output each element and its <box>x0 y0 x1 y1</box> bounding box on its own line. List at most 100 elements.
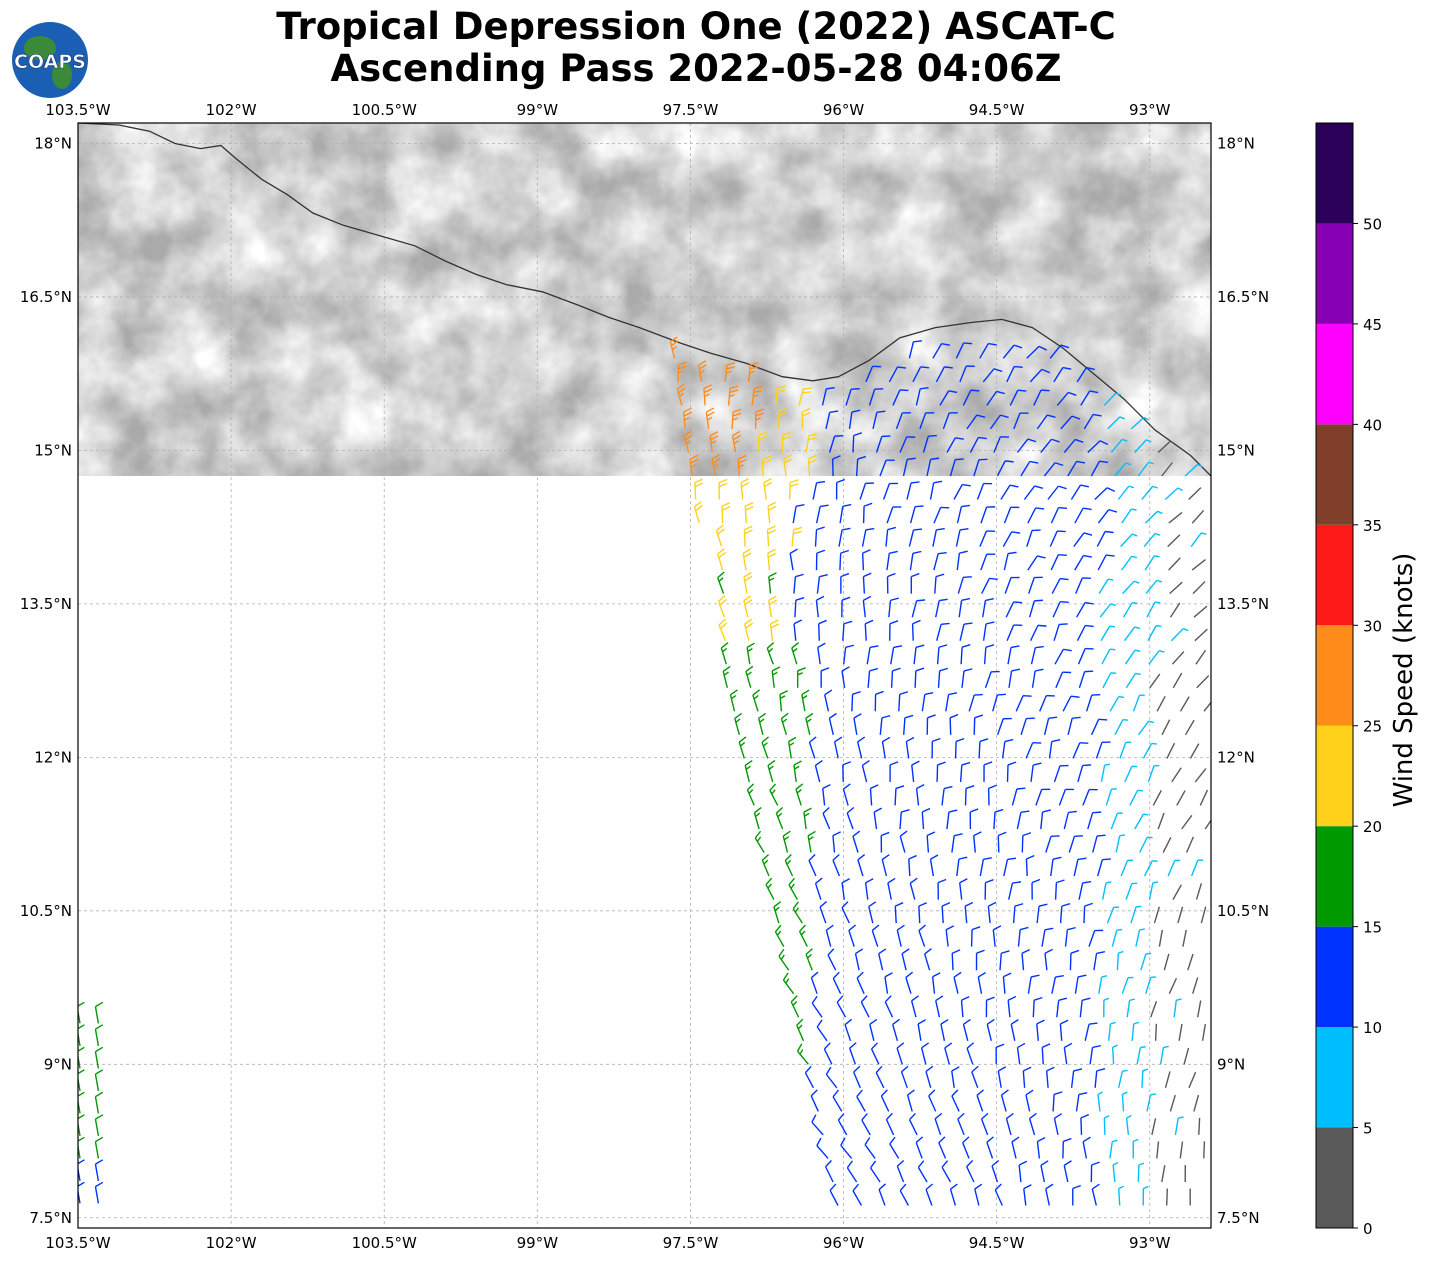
barb-shaft <box>1053 765 1061 783</box>
barb-shaft <box>1026 345 1040 359</box>
barb-shaft <box>875 1072 885 1089</box>
barb-flag <box>941 1160 949 1168</box>
wind-barb <box>1154 1023 1158 1041</box>
barb-flag <box>852 1183 860 1192</box>
barb-flag <box>1038 903 1048 907</box>
wind-barb <box>1191 559 1206 571</box>
barb-shaft <box>1064 929 1069 947</box>
wind-barb <box>880 1089 890 1112</box>
barb-flag <box>918 902 927 907</box>
barb-flag <box>904 714 914 719</box>
barb-flag <box>1005 460 1014 463</box>
barb-flag <box>1011 531 1021 534</box>
wind-barb <box>1023 1184 1032 1206</box>
barb-flag <box>1022 832 1032 837</box>
map-title: Tropical Depression One (2022) ASCAT-C A… <box>100 6 1292 90</box>
barb-shaft <box>1193 605 1208 618</box>
wind-barb <box>825 924 834 947</box>
barb-shaft <box>1083 414 1094 430</box>
barb-flag <box>808 454 817 460</box>
barb-shaft <box>1027 976 1032 994</box>
colorbar-label: Wind Speed (knots) <box>1389 552 1419 808</box>
barb-shaft <box>1121 508 1132 524</box>
barb-flag <box>745 622 754 629</box>
barb-shaft <box>1121 1094 1125 1112</box>
wind-barb <box>954 737 965 759</box>
barb-shaft <box>1054 882 1058 900</box>
wind-barb <box>1016 1042 1026 1065</box>
barb-flag <box>909 877 918 884</box>
wind-barb <box>743 571 753 594</box>
barb-flag <box>809 736 817 743</box>
barb-shaft <box>1056 1000 1060 1018</box>
barb-flag <box>1089 390 1099 394</box>
barb-flag <box>935 995 944 1002</box>
barb-shaft <box>711 459 717 477</box>
barb-flag <box>863 502 873 507</box>
barb-shaft <box>899 436 908 453</box>
wind-barb <box>1141 485 1158 500</box>
barb-shaft <box>1201 1023 1207 1041</box>
wind-barb <box>767 759 776 783</box>
wind-barb <box>1168 557 1181 571</box>
wind-barb <box>889 1136 900 1159</box>
barb-flag <box>801 408 811 413</box>
wind-barb <box>776 407 786 429</box>
barb-flag <box>978 436 987 440</box>
barb-flag <box>957 1112 965 1120</box>
barb-flag <box>908 854 917 860</box>
barb-shaft <box>788 884 799 900</box>
barb-shaft <box>839 553 842 571</box>
barb-flag <box>1061 903 1071 907</box>
barb-flag <box>832 455 841 460</box>
wind-barb <box>939 390 958 406</box>
wind-barb <box>1050 553 1067 571</box>
barb-half <box>1122 719 1129 721</box>
barb-flag <box>986 996 995 1001</box>
barb-shaft <box>908 529 915 547</box>
wind-barb <box>796 1043 809 1065</box>
barb-shaft <box>1085 694 1093 712</box>
wind-barb <box>1007 645 1020 665</box>
barb-flag <box>738 454 747 460</box>
wind-barb <box>953 971 962 994</box>
barb-half <box>1117 812 1123 814</box>
barb-flag <box>1007 761 1017 766</box>
barb-flag <box>1074 835 1083 837</box>
barb-shaft <box>878 953 884 971</box>
barb-shaft <box>946 437 957 453</box>
barb-flag <box>795 504 805 508</box>
barb-flag <box>745 665 754 673</box>
barb-flag <box>1088 1022 1098 1025</box>
barb-shaft <box>1123 626 1136 642</box>
barb-flag <box>758 435 767 441</box>
barb-flag <box>934 1112 943 1120</box>
barb-shaft <box>1096 531 1106 547</box>
barb-flag <box>1083 532 1093 536</box>
barb-flag <box>988 784 997 790</box>
barb-shaft <box>886 506 894 524</box>
wind-barb <box>1030 645 1044 665</box>
barb-shaft <box>839 506 844 524</box>
wind-barb <box>788 479 799 500</box>
barb-flag <box>978 458 988 461</box>
barb-shaft <box>961 670 965 688</box>
wind-barb <box>769 619 780 641</box>
wind-barb <box>896 924 905 947</box>
wind-barb <box>935 366 953 383</box>
wind-barb <box>816 574 828 594</box>
barb-half <box>1129 998 1135 1002</box>
wind-barb <box>811 995 823 1018</box>
barb-flag <box>822 784 831 790</box>
barb-flag <box>773 901 782 908</box>
barb-shaft <box>973 835 976 853</box>
barb-shaft <box>837 1119 848 1136</box>
wind-barb <box>1074 974 1087 994</box>
barb-half <box>704 393 710 398</box>
barb-shaft <box>955 529 961 547</box>
wind-barb <box>718 618 728 641</box>
wind-barb <box>1169 602 1181 618</box>
barb-half <box>745 765 751 770</box>
barb-shaft <box>1151 1118 1157 1136</box>
